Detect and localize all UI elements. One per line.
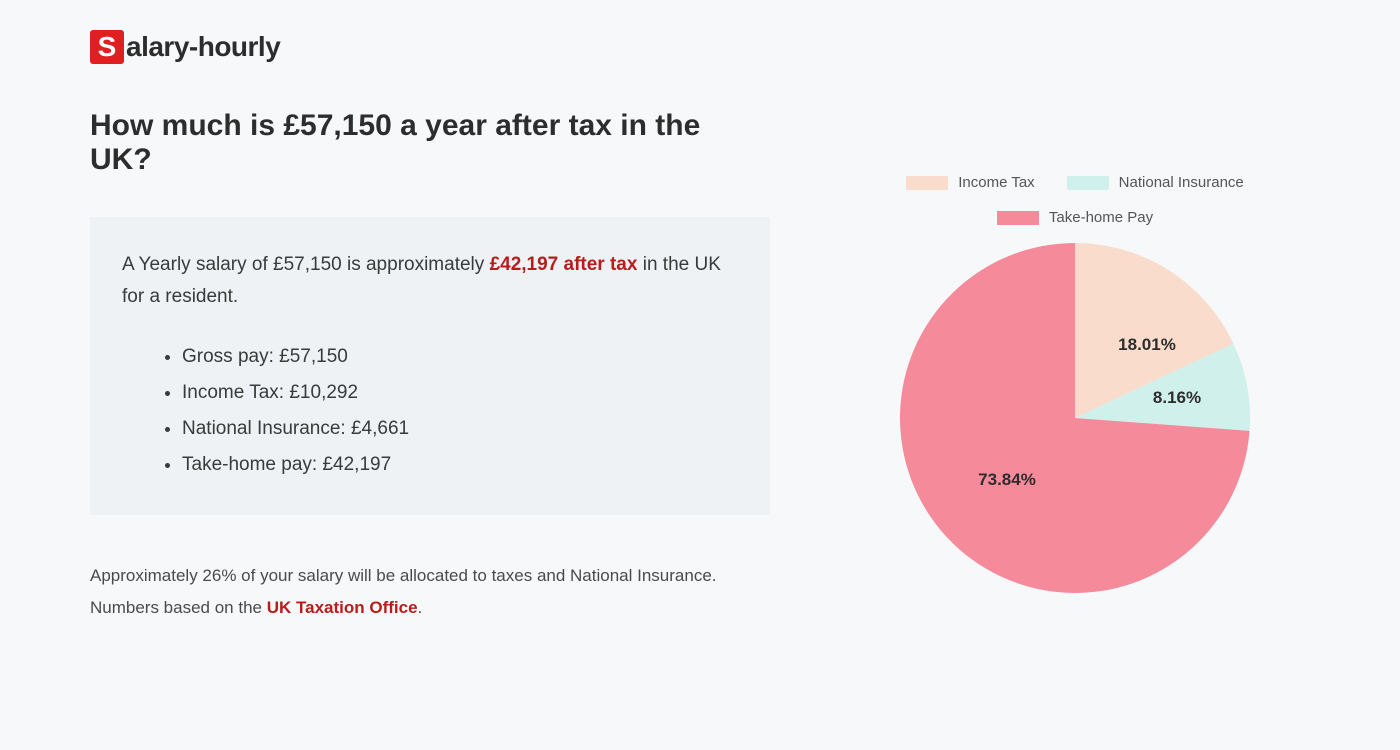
legend-label: Take-home Pay — [1049, 209, 1153, 226]
footnote-line1: Approximately 26% of your salary will be… — [90, 566, 717, 585]
pie-slice-label: 8.16% — [1153, 388, 1201, 408]
pie-chart: 18.01% 8.16% 73.84% — [895, 238, 1255, 598]
right-column: Income Tax National Insurance Take-home … — [860, 109, 1290, 625]
list-item: National Insurance: £4,661 — [182, 411, 738, 447]
list-item: Income Tax: £10,292 — [182, 375, 738, 411]
pie-legend: Income Tax National Insurance Take-home … — [860, 174, 1290, 226]
footnote: Approximately 26% of your salary will be… — [90, 560, 770, 625]
footnote-line2-suffix: . — [418, 598, 423, 617]
pie-svg — [895, 238, 1255, 598]
summary-highlight: £42,197 after tax — [490, 254, 638, 275]
logo-text: alary-hourly — [126, 31, 280, 63]
page-title: How much is £57,150 a year after tax in … — [90, 109, 770, 177]
legend-label: Income Tax — [958, 174, 1034, 191]
legend-swatch — [997, 211, 1039, 225]
legend-item-national-insurance: National Insurance — [1067, 174, 1244, 191]
summary-text: A Yearly salary of £57,150 is approximat… — [122, 249, 738, 314]
footnote-link[interactable]: UK Taxation Office — [267, 598, 418, 617]
summary-box: A Yearly salary of £57,150 is approximat… — [90, 217, 770, 515]
list-item: Take-home pay: £42,197 — [182, 447, 738, 483]
legend-swatch — [1067, 176, 1109, 190]
legend-swatch — [906, 176, 948, 190]
pie-slice-label: 73.84% — [978, 470, 1036, 490]
legend-item-income-tax: Income Tax — [906, 174, 1034, 191]
summary-prefix: A Yearly salary of £57,150 is approximat… — [122, 254, 490, 275]
pie-slice-label: 18.01% — [1118, 335, 1176, 355]
logo: S alary-hourly — [90, 30, 1310, 64]
left-column: How much is £57,150 a year after tax in … — [90, 109, 770, 625]
list-item: Gross pay: £57,150 — [182, 339, 738, 375]
footnote-line2-prefix: Numbers based on the — [90, 598, 267, 617]
breakdown-list: Gross pay: £57,150 Income Tax: £10,292 N… — [122, 339, 738, 483]
content: How much is £57,150 a year after tax in … — [90, 109, 1310, 625]
legend-item-take-home: Take-home Pay — [997, 209, 1153, 226]
legend-label: National Insurance — [1119, 174, 1244, 191]
logo-s-badge: S — [90, 30, 124, 64]
